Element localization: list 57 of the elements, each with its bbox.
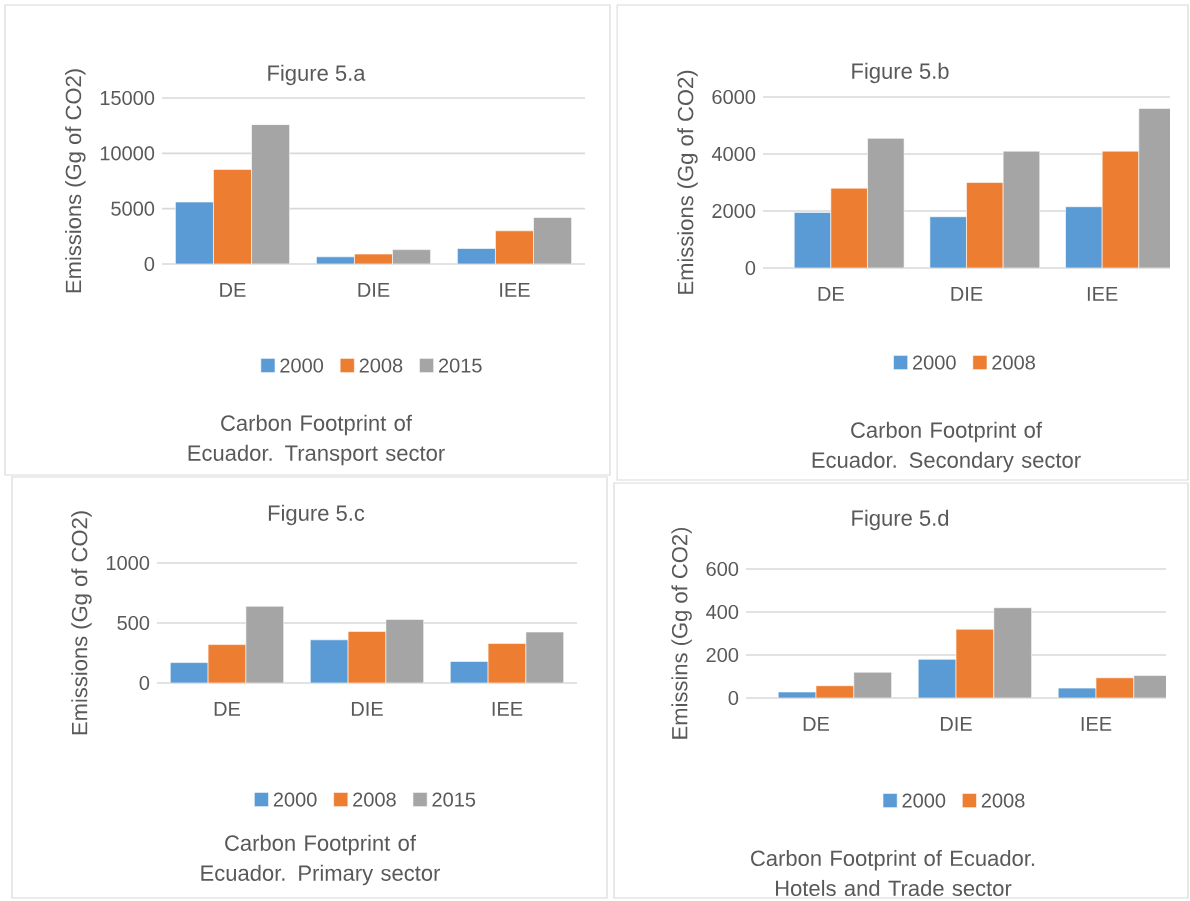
x-tick-label: IEE <box>500 283 530 297</box>
legend-label: 2015 <box>432 792 476 807</box>
y-tick-label: 500 <box>117 615 150 631</box>
legend-label: 2008 <box>359 358 403 373</box>
legend-label: 2015 <box>438 358 482 373</box>
bar <box>251 124 290 264</box>
y-tick-label: 5000 <box>111 201 155 216</box>
y-tick-label: 2000 <box>712 203 756 219</box>
x-tick-label: IEE <box>1087 287 1118 301</box>
bar <box>533 217 572 264</box>
chart-title: Figure 5.c <box>268 504 365 526</box>
bar <box>207 644 247 683</box>
legend-label: 2000 <box>280 358 324 373</box>
legend-label: 2000 <box>273 792 317 807</box>
y-tick-label: 6000 <box>712 89 756 105</box>
y-tick-label: 0 <box>745 260 756 276</box>
x-tick-label: IEE <box>492 702 523 716</box>
legend-label: 2000 <box>913 355 956 370</box>
y-axis-title: Emissins (Gg of CO2) <box>671 527 692 739</box>
y-tick-label: 200 <box>706 647 739 663</box>
legend-label: 2008 <box>353 792 396 807</box>
chart-title: Figure 5.a <box>268 64 366 86</box>
y-axis-title: Emissions (Gg of CO2) <box>71 511 92 735</box>
y-tick-label: 600 <box>706 561 739 577</box>
legend-label: 2008 <box>981 793 1025 808</box>
text: Carbon Footprint of Ecuador. Primary sector <box>201 834 441 886</box>
y-tick-label: 0 <box>139 675 150 691</box>
text: Carbon Footprint of Ecuador. Hotels and Trade sector <box>751 849 1035 897</box>
legend-label: 2000 <box>902 793 946 808</box>
legend-label: 2008 <box>992 355 1035 370</box>
y-tick-label: 4000 <box>711 146 756 162</box>
y-tick-label: 1000 <box>106 555 150 571</box>
x-tick-label: DE <box>803 717 830 731</box>
y-tick-label: 15000 <box>100 90 155 106</box>
text: Carbon Footprint of Ecuador. Secondary sector <box>812 421 1081 473</box>
bar <box>917 659 957 698</box>
x-tick-label: DIE <box>358 283 390 297</box>
x-tick-label: IEE <box>1081 717 1112 731</box>
bar <box>487 643 527 683</box>
y-axis-title: Emissions (Gg of CO2) <box>677 70 698 294</box>
bar <box>1002 150 1041 268</box>
text: Carbon Footprint of Ecuador. Transport sector <box>188 414 445 466</box>
x-tick-label: DIE <box>351 702 383 716</box>
chart-title: Figure 5.b <box>852 62 949 84</box>
bar <box>347 631 387 683</box>
chart-title: Figure 5.d <box>852 509 949 531</box>
x-tick-label: DIE <box>940 717 972 731</box>
x-tick-label: DE <box>818 287 844 301</box>
x-tick-label: DE <box>220 283 246 297</box>
y-tick-label: 0 <box>144 256 155 272</box>
y-axis-title: Emissions (Gg of CO2) <box>65 69 86 293</box>
x-tick-label: DE <box>214 702 241 716</box>
y-tick-label: 0 <box>728 690 739 706</box>
y-tick-label: 400 <box>706 604 739 620</box>
bar <box>867 138 905 268</box>
y-tick-label: 10000 <box>100 146 155 161</box>
x-tick-label: DIE <box>951 287 983 301</box>
